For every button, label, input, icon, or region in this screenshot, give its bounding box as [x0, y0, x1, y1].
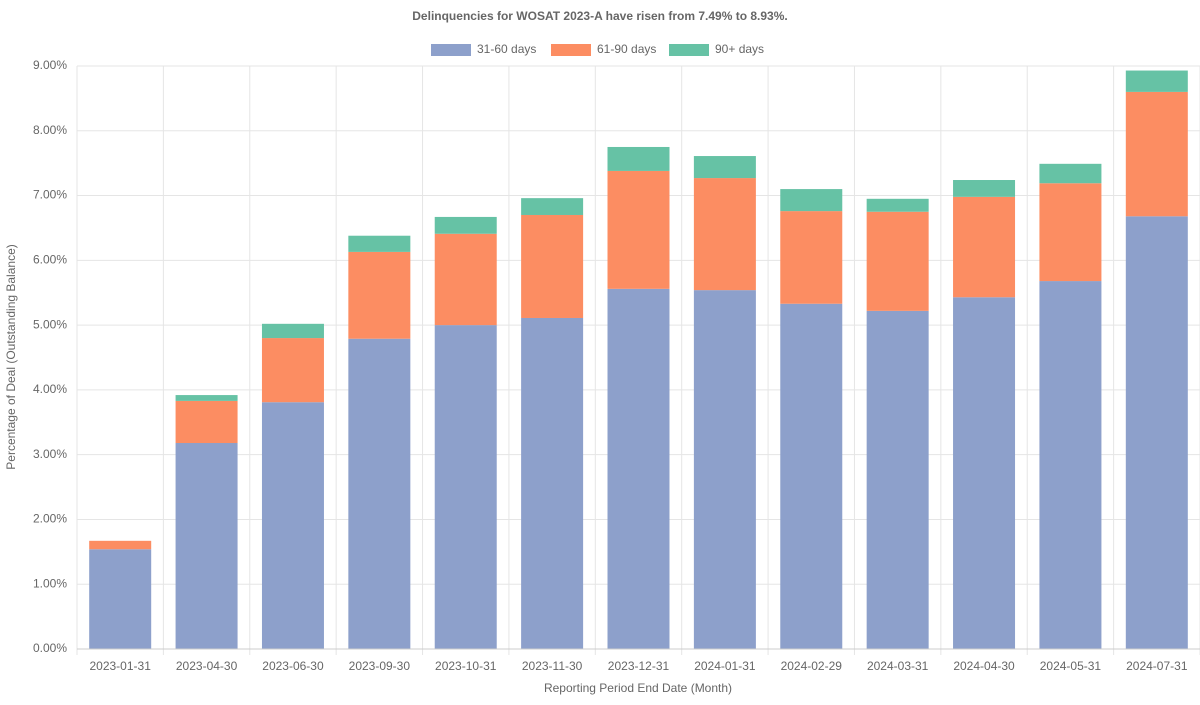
x-tick-label: 2023-04-30: [176, 659, 238, 673]
legend-label: 61-90 days: [597, 42, 656, 56]
bar-segment: [780, 211, 843, 304]
x-tick-label: 2023-09-30: [349, 659, 411, 673]
bar-segment: [607, 170, 670, 289]
y-tick-label: 9.00%: [33, 58, 67, 72]
bar-segment: [953, 180, 1016, 197]
x-tick-label: 2024-04-30: [953, 659, 1015, 673]
x-tick-label: 2024-02-29: [781, 659, 843, 673]
bar-segment: [953, 196, 1016, 298]
x-tick-label: 2024-05-31: [1040, 659, 1102, 673]
bar-segment: [89, 540, 152, 550]
bar-segment: [1125, 70, 1188, 92]
bar-segment: [261, 323, 324, 339]
legend-swatch: [551, 44, 591, 56]
bar-segment: [953, 297, 1016, 649]
x-tick-label: 2024-07-31: [1126, 659, 1188, 673]
legend-label: 31-60 days: [477, 42, 536, 56]
x-tick-label: 2023-01-31: [89, 659, 151, 673]
bar-segment: [866, 198, 929, 212]
y-tick-label: 1.00%: [33, 576, 67, 590]
bar-segment: [175, 443, 238, 649]
bar-segment: [261, 402, 324, 649]
bar-segment: [175, 400, 238, 444]
x-axis-title: Reporting Period End Date (Month): [544, 681, 732, 695]
bar-segment: [693, 290, 756, 649]
bar-segment: [1039, 163, 1102, 184]
bar-segment: [521, 317, 584, 649]
bar-segment: [348, 338, 411, 649]
legend-swatch: [431, 44, 471, 56]
legend-swatch: [669, 44, 709, 56]
x-tick-label: 2023-06-30: [262, 659, 324, 673]
y-tick-label: 0.00%: [33, 641, 67, 655]
bar-segment: [175, 395, 238, 401]
y-tick-label: 3.00%: [33, 447, 67, 461]
bar-segment: [434, 233, 497, 326]
bar-segment: [1039, 183, 1102, 282]
bar-segment: [780, 189, 843, 212]
x-tick-label: 2023-10-31: [435, 659, 497, 673]
y-tick-label: 8.00%: [33, 123, 67, 137]
bar-segment: [1125, 216, 1188, 650]
bar-segment: [1039, 281, 1102, 649]
y-tick-label: 6.00%: [33, 253, 67, 267]
bar-segment: [693, 178, 756, 291]
bar-segment: [434, 216, 497, 234]
y-axis-title: Percentage of Deal (Outstanding Balance): [4, 244, 18, 469]
bar-segment: [348, 251, 411, 339]
bar-segment: [866, 310, 929, 649]
bar-segment: [607, 146, 670, 171]
x-tick-label: 2024-01-31: [694, 659, 756, 673]
y-tick-label: 4.00%: [33, 382, 67, 396]
bar-segment: [780, 303, 843, 649]
y-tick-label: 7.00%: [33, 188, 67, 202]
bar-segment: [261, 338, 324, 403]
bar-segment: [693, 156, 756, 179]
bar-segment: [607, 288, 670, 649]
x-tick-label: 2023-11-30: [522, 659, 583, 673]
y-tick-label: 5.00%: [33, 317, 67, 331]
x-tick-label: 2024-03-31: [867, 659, 929, 673]
legend-label: 90+ days: [715, 42, 764, 56]
bar-segment: [434, 325, 497, 649]
y-tick-label: 2.00%: [33, 512, 67, 526]
bar-segment: [348, 235, 411, 252]
bar-segment: [1125, 91, 1188, 217]
bar-segment: [521, 214, 584, 318]
bar-segment: [521, 198, 584, 215]
bar-segment: [866, 211, 929, 311]
bar-segment: [89, 549, 152, 649]
chart-title: Delinquencies for WOSAT 2023-A have rise…: [412, 9, 787, 23]
x-tick-label: 2023-12-31: [608, 659, 670, 673]
